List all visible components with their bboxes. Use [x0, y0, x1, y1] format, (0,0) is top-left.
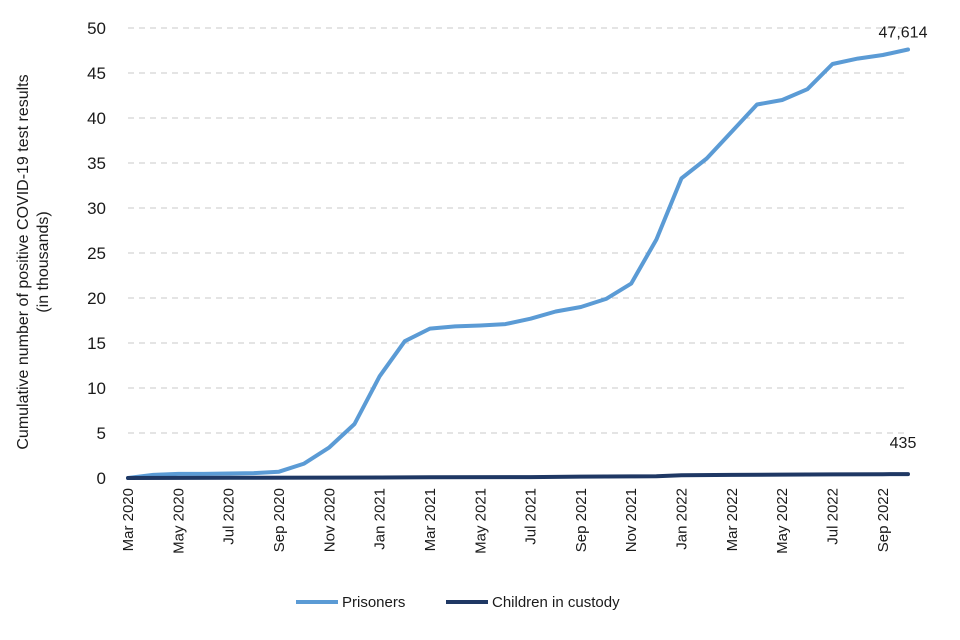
x-tick-label: Sep 2022: [875, 488, 892, 552]
x-axis-ticks: Mar 2020 May 2020 Jul 2020 Sep 2020 Nov 2020…: [120, 488, 892, 554]
y-tick-label: 35: [87, 154, 106, 173]
y-tick-label: 45: [87, 64, 106, 83]
x-tick-label: Sep 2021: [573, 488, 590, 552]
x-tick-label: Jan 2022: [674, 488, 691, 550]
y-axis-title: Cumulative number of positive COVID-19 t…: [15, 74, 52, 449]
legend-label-prisoners: Prisoners: [342, 594, 405, 611]
y-tick-label: 50: [87, 19, 106, 38]
series-line-children-in-custody: [126, 472, 910, 480]
x-tick-label: Jan 2021: [372, 488, 389, 550]
y-axis-title-line-2: (in thousands): [35, 211, 52, 312]
legend-label-children-in-custody: Children in custody: [492, 594, 620, 611]
x-tick-label: Mar 2021: [422, 488, 439, 551]
y-tick-label: 25: [87, 244, 106, 263]
y-tick-label: 15: [87, 334, 106, 353]
y-tick-label: 0: [97, 469, 106, 488]
end-labels: 47,614 435: [879, 24, 928, 452]
series-lines: [126, 47, 910, 480]
x-tick-label: Mar 2022: [724, 488, 741, 551]
y-axis-ticks: 0 5 10 15 20 25 30 35 40 45 50: [87, 19, 106, 488]
x-tick-label: May 2021: [472, 488, 489, 554]
gridlines: [128, 27, 908, 434]
legend: Prisoners Children in custody: [296, 594, 620, 611]
y-tick-label: 30: [87, 199, 106, 218]
series-line-prisoners: [126, 47, 910, 480]
x-tick-label: May 2022: [774, 488, 791, 554]
x-tick-label: Jul 2021: [523, 488, 540, 545]
x-tick-label: Jul 2022: [825, 488, 842, 545]
x-tick-label: May 2020: [170, 488, 187, 554]
y-tick-label: 10: [87, 379, 106, 398]
x-tick-label: Sep 2020: [271, 488, 288, 552]
x-tick-label: Nov 2020: [321, 488, 338, 552]
y-axis-title-line-1: Cumulative number of positive COVID-19 t…: [15, 74, 32, 449]
y-tick-label: 5: [97, 424, 106, 443]
end-label-children-in-custody: 435: [890, 435, 917, 452]
y-tick-label: 40: [87, 109, 106, 128]
y-tick-label: 20: [87, 289, 106, 308]
x-tick-label: Jul 2020: [221, 488, 238, 545]
end-label-prisoners: 47,614: [879, 24, 928, 41]
x-tick-label: Mar 2020: [120, 488, 137, 551]
x-tick-label: Nov 2021: [623, 488, 640, 552]
